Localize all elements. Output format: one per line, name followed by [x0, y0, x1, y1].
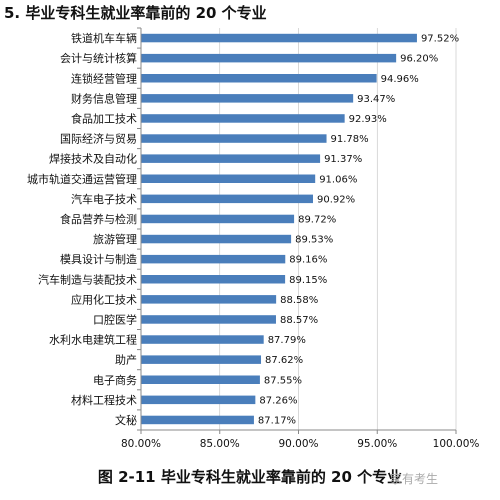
bar — [141, 114, 345, 123]
data-label: 91.37% — [324, 154, 362, 165]
data-label: 87.17% — [258, 415, 296, 426]
x-tick-label: 100.00% — [433, 438, 480, 450]
category-label: 汽车电子技术 — [71, 192, 137, 206]
data-label: 91.78% — [331, 134, 369, 145]
figure-caption: 图 2-11 毕业专科生就业率靠前的 20 个专业 — [97, 468, 403, 486]
data-label: 90.92% — [317, 194, 355, 205]
data-label: 94.96% — [381, 74, 419, 85]
data-label: 89.53% — [295, 235, 333, 246]
bar — [141, 315, 276, 324]
category-label: 城市轨道交通运营管理 — [27, 172, 137, 186]
category-label: 国际经济与贸易 — [60, 132, 137, 146]
gridlines — [219, 28, 457, 430]
bar — [141, 154, 321, 163]
bar — [141, 234, 292, 244]
bar — [141, 214, 295, 224]
bar — [141, 415, 254, 425]
x-tick-label: 80.00% — [121, 438, 161, 450]
category-label: 会计与统计核算 — [60, 51, 137, 65]
bar — [141, 275, 286, 284]
category-label: 食品营养与检测 — [60, 212, 137, 226]
data-label: 96.20% — [400, 54, 438, 65]
bar — [141, 53, 397, 63]
category-label: 铁道机车车辆 — [71, 31, 137, 45]
category-label: 食品加工技术 — [71, 111, 137, 125]
labels: 铁道机车车辆 97.52% 会计与统计核算 96.20% 连锁经营管理 94.96% 财务信… — [27, 31, 479, 450]
bar — [141, 355, 262, 364]
category-label: 文秘 — [115, 413, 137, 427]
category-label: 助产 — [115, 353, 137, 367]
data-label: 89.15% — [289, 275, 327, 286]
category-label: 应用化工技术 — [71, 292, 137, 306]
bar — [141, 174, 316, 183]
category-label: 旅游管理 — [93, 232, 137, 246]
bar — [141, 395, 256, 405]
data-label: 93.47% — [357, 94, 395, 105]
axes — [137, 27, 457, 434]
data-label: 97.52% — [421, 34, 459, 45]
bar — [141, 254, 286, 264]
data-label: 92.93% — [349, 114, 387, 125]
x-tick-label: 90.00% — [278, 438, 318, 450]
bar — [141, 335, 264, 344]
bar — [141, 33, 417, 43]
data-label: 91.06% — [319, 174, 357, 185]
data-label: 87.55% — [264, 375, 302, 386]
bar — [141, 295, 277, 304]
category-label: 材料工程技术 — [71, 393, 137, 407]
category-label: 电子商务 — [93, 373, 137, 387]
category-label: 财务信息管理 — [71, 91, 137, 105]
category-label: 汽车制造与装配技术 — [38, 272, 137, 286]
bar — [141, 134, 327, 143]
data-label: 87.62% — [265, 355, 303, 366]
data-label: 87.79% — [268, 335, 306, 346]
data-label: 89.72% — [298, 214, 336, 225]
bar — [141, 94, 354, 103]
x-tick-label: 95.00% — [357, 438, 397, 450]
category-label: 连锁经营管理 — [71, 71, 137, 85]
bars — [141, 33, 417, 425]
bar — [141, 74, 377, 83]
watermark-text: 家有考生 — [390, 472, 439, 486]
page-title: 5. 毕业专科生就业率靠前的 20 个专业 — [4, 4, 267, 22]
bar — [141, 375, 260, 384]
bar — [141, 194, 313, 204]
category-label: 口腔医学 — [93, 312, 137, 326]
data-label: 89.16% — [289, 255, 327, 266]
category-label: 焊接技术及自动化 — [49, 152, 137, 166]
category-label: 模具设计与制造 — [60, 252, 137, 266]
category-label: 水利水电建筑工程 — [49, 333, 137, 347]
data-label: 88.57% — [280, 315, 318, 326]
x-tick-label: 85.00% — [200, 438, 240, 450]
data-label: 88.58% — [280, 295, 318, 306]
data-label: 87.26% — [259, 395, 297, 406]
